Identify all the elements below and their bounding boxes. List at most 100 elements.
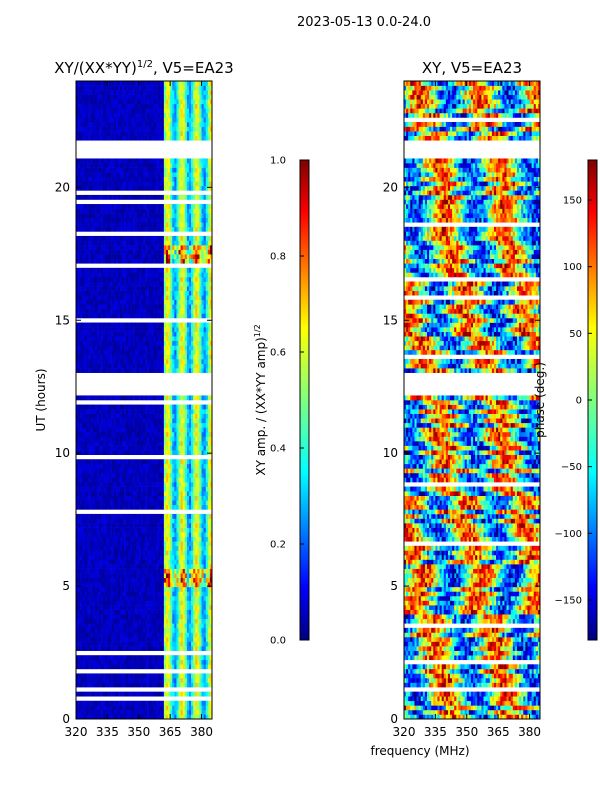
heatmap-cell: [191, 486, 194, 492]
heatmap-cell: [113, 322, 117, 328]
heatmap-cell: [119, 559, 123, 565]
heatmap-cell: [103, 700, 106, 706]
heatmap-cell: [184, 463, 188, 469]
heatmap-cell: [94, 345, 98, 351]
heatmap-cell: [90, 700, 94, 706]
heatmap-cell: [153, 627, 156, 633]
heatmap-cell: [122, 358, 125, 364]
heatmap-cell: [107, 541, 110, 547]
heatmap-cell: [149, 714, 152, 719]
heatmap-cell: [113, 709, 117, 715]
heatmap-cell: [159, 523, 163, 528]
heatmap-cell: [163, 532, 167, 538]
heatmap-cell: [203, 627, 207, 633]
heatmap-cell: [168, 345, 171, 351]
heatmap-cell: [80, 618, 83, 624]
heatmap-cell: [86, 532, 89, 538]
heatmap-cell: [174, 459, 177, 465]
heatmap-cell: [170, 605, 173, 610]
heatmap-cell: [90, 340, 94, 346]
heatmap-cell: [111, 609, 114, 615]
heatmap-cell: [170, 577, 173, 583]
heatmap-cell: [132, 532, 135, 538]
heatmap-cell: [92, 472, 96, 478]
heatmap-cell: [153, 605, 156, 610]
heatmap-cell: [138, 313, 142, 319]
heatmap-cell: [126, 368, 129, 373]
heatmap-cell: [168, 495, 171, 501]
heatmap-cell: [197, 609, 200, 615]
heatmap-cell: [180, 345, 184, 351]
heatmap-cell: [117, 427, 121, 433]
heatmap-cell: [96, 677, 100, 683]
heatmap-cell: [90, 336, 94, 342]
heatmap-cell: [191, 573, 194, 579]
heatmap-cell: [161, 605, 165, 610]
heatmap-cell: [115, 550, 119, 556]
heatmap-cell: [84, 459, 87, 465]
heatmap-cell: [155, 327, 158, 332]
heatmap-cell: [163, 450, 167, 455]
heatmap-cell: [113, 568, 117, 574]
heatmap-cell: [124, 659, 127, 665]
heatmap-cell: [163, 463, 167, 469]
heatmap-cell: [115, 468, 119, 474]
heatmap-cell: [172, 673, 175, 679]
heatmap-cell: [88, 682, 91, 688]
heatmap-cell: [76, 636, 79, 642]
heatmap-cell: [197, 523, 200, 528]
heatmap-cell: [145, 441, 148, 446]
heatmap-cell: [170, 477, 173, 483]
heatmap-cell: [126, 427, 129, 433]
heatmap-cell: [136, 463, 140, 469]
heatmap-cell: [128, 632, 131, 638]
heatmap-cell: [140, 472, 144, 478]
heatmap-cell: [153, 308, 156, 314]
heatmap-cell: [136, 550, 140, 556]
heatmap-cell: [157, 500, 160, 506]
heatmap-cell: [153, 691, 156, 697]
heatmap-cell: [86, 518, 89, 524]
heatmap-cell: [201, 532, 204, 538]
heatmap-cell: [101, 609, 104, 615]
heatmap-cell: [115, 336, 119, 342]
heatmap-cell: [170, 691, 173, 697]
heatmap-cell: [84, 486, 87, 492]
heatmap-cell: [94, 554, 98, 560]
heatmap-cell: [195, 527, 198, 533]
heatmap-cell: [207, 459, 211, 465]
heatmap-cell: [84, 618, 87, 624]
heatmap-cell: [163, 577, 167, 583]
heatmap-cell: [138, 459, 142, 465]
heatmap-cell: [184, 313, 188, 319]
heatmap-cell: [182, 714, 186, 719]
heatmap-cell: [168, 445, 171, 451]
heatmap-cell: [130, 614, 133, 620]
heatmap-cell: [82, 368, 85, 373]
heatmap-cell: [90, 618, 94, 624]
heatmap-cell: [76, 682, 79, 688]
heatmap-cell: [147, 564, 150, 569]
heatmap-cell: [140, 518, 144, 524]
heatmap-cell: [132, 591, 135, 597]
heatmap-cell: [207, 468, 211, 474]
heatmap-cell: [88, 418, 91, 424]
heatmap-cell: [88, 714, 91, 719]
heatmap-cell: [80, 682, 83, 688]
heatmap-cell: [205, 541, 209, 547]
heatmap-cell: [122, 545, 125, 551]
heatmap-cell: [140, 600, 144, 606]
heatmap-cell: [82, 450, 85, 455]
heatmap-cell: [82, 527, 85, 533]
heatmap-cell: [122, 436, 125, 442]
heatmap-cell: [174, 664, 177, 670]
heatmap-cell: [134, 664, 137, 670]
heatmap-cell: [99, 573, 102, 579]
heatmap-cell: [191, 691, 194, 697]
heatmap-cell: [205, 573, 209, 579]
heatmap-cell: [140, 450, 144, 455]
heatmap-cell: [113, 313, 117, 319]
heatmap-cell: [168, 582, 171, 588]
heatmap-cell: [199, 641, 202, 647]
heatmap-cell: [153, 345, 156, 351]
